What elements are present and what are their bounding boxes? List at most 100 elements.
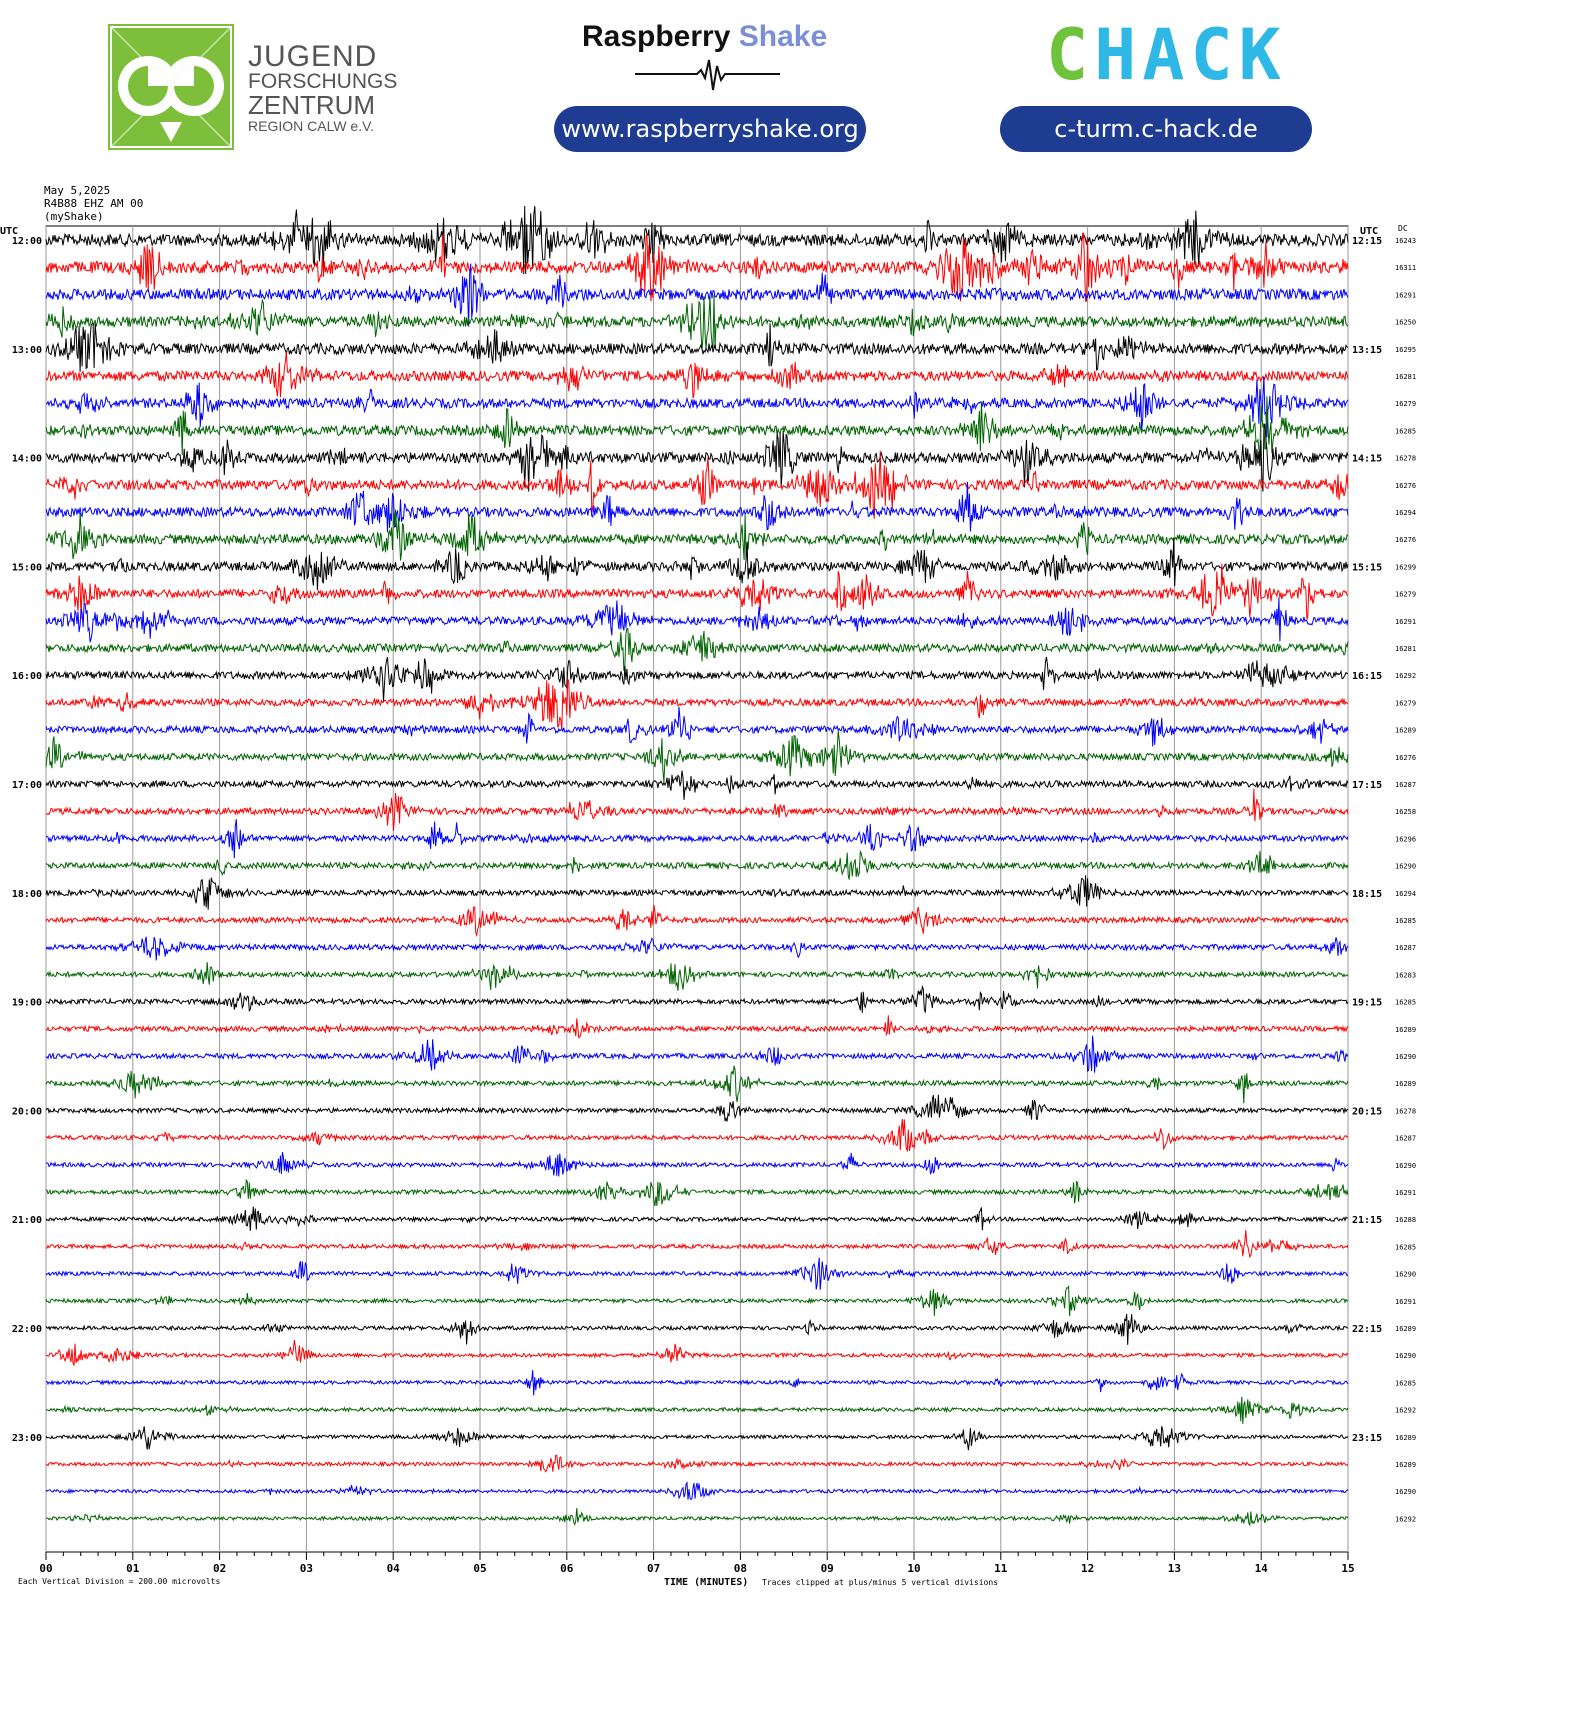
x-tick-label: 14: [1255, 1562, 1269, 1575]
chart-source: (myShake): [44, 210, 104, 223]
x-tick-label: 02: [213, 1562, 226, 1575]
dc-offset-label: 16291: [1395, 1298, 1416, 1306]
utc-right-label: UTC: [1360, 226, 1378, 237]
chack-hack: HACK: [1094, 14, 1287, 96]
hour-label-right: 17:15: [1352, 780, 1382, 791]
dc-offset-label: 16281: [1395, 645, 1416, 653]
trace-line: [45, 1285, 1349, 1317]
x-tick-label: 07: [647, 1562, 660, 1575]
trace-line: [45, 597, 1349, 643]
dc-offset-label: 16276: [1395, 536, 1416, 544]
trace-line: [45, 1369, 1349, 1396]
dc-offset-label: 16292: [1395, 1407, 1416, 1415]
dc-offset-label: 16291: [1395, 1189, 1416, 1197]
dc-offset-label: 16295: [1395, 346, 1416, 354]
hour-label-left: 17:00: [12, 780, 42, 791]
hour-label-right: 18:15: [1352, 889, 1382, 900]
trace-line: [45, 819, 1349, 859]
hour-label-right: 13:15: [1352, 345, 1382, 356]
hour-label-left: 19:00: [12, 998, 42, 1009]
x-tick-label: 09: [821, 1562, 834, 1575]
chack-url[interactable]: c-turm.c-hack.de: [1000, 106, 1312, 152]
dc-offset-label: 16290: [1395, 1271, 1416, 1279]
x-tick-label: 03: [300, 1562, 313, 1575]
chart-date: May 5,2025: [44, 184, 110, 197]
jfz-line1: JUGEND: [248, 40, 378, 73]
trace-line: [45, 1206, 1349, 1231]
dc-offset-label: 16289: [1395, 1080, 1416, 1088]
hour-label-right: 22:15: [1352, 1324, 1382, 1335]
dc-offset-label: 16299: [1395, 563, 1416, 571]
chack-logo: CHACK: [1046, 20, 1287, 90]
trace-line: [45, 1151, 1349, 1177]
jfz-line3: ZENTRUM: [248, 90, 376, 120]
trace-line: [45, 627, 1349, 671]
trace-line: [45, 875, 1349, 910]
trace-line: [45, 962, 1349, 991]
trace-line: [45, 294, 1349, 351]
dc-offset-label: 16291: [1395, 291, 1416, 299]
trace-line: [45, 770, 1349, 800]
trace-line: [45, 706, 1349, 747]
x-tick-label: 06: [560, 1562, 574, 1575]
trace-line: [45, 1454, 1349, 1473]
dc-offset-label: 16283: [1395, 971, 1416, 979]
hour-label-left: 14:00: [12, 454, 42, 465]
x-tick-label: 15: [1341, 1562, 1354, 1575]
dc-offset-label: 16258: [1395, 808, 1416, 816]
hour-label-left: 15:00: [12, 562, 42, 573]
dc-offset-label: 16290: [1395, 1352, 1416, 1360]
trace-line: [45, 481, 1349, 533]
dc-offset-label: 16279: [1395, 699, 1416, 707]
jfz-line2: FORSCHUNGS: [248, 70, 398, 93]
trace-line: [46, 1230, 1349, 1259]
hour-label-left: 23:00: [12, 1433, 42, 1444]
dc-offset-label: 16285: [1395, 427, 1416, 435]
trace-line: [45, 1426, 1349, 1451]
trace-line: [45, 423, 1349, 492]
trace-line: [45, 205, 1349, 275]
hour-label-left: 12:00: [12, 236, 42, 247]
x-tick-label: 12: [1081, 1562, 1094, 1575]
trace-line: [45, 263, 1349, 327]
trace-line: [45, 1118, 1349, 1153]
trace-line: [45, 1340, 1349, 1366]
rs-brand1: Raspberry: [582, 20, 731, 53]
hour-label-right: 15:15: [1352, 562, 1382, 573]
dc-offset-label: 16285: [1395, 999, 1416, 1007]
dc-offset-label: 16279: [1395, 400, 1416, 408]
hour-label-left: 13:00: [12, 345, 42, 356]
hour-label-right: 12:15: [1352, 236, 1382, 247]
dc-offset-label: 16243: [1395, 237, 1416, 245]
dc-offset-label: 16281: [1395, 373, 1416, 381]
hour-label-right: 19:15: [1352, 998, 1382, 1009]
x-tick-label: 11: [994, 1562, 1008, 1575]
chack-c: C: [1046, 14, 1095, 96]
dc-offset-label: 16292: [1395, 672, 1416, 680]
dc-offset-label: 16311: [1395, 264, 1416, 272]
dc-offset-label: 16289: [1395, 1461, 1416, 1469]
x-tick-label: 10: [907, 1562, 920, 1575]
trace-line: [45, 232, 1349, 302]
trace-line: [45, 351, 1349, 399]
trace-line: [45, 1094, 1349, 1122]
hour-label-left: 22:00: [12, 1324, 42, 1335]
raspberryshake-url[interactable]: www.raspberryshake.org: [554, 106, 866, 152]
dc-offset-label: 16289: [1395, 1026, 1416, 1034]
trace-line: [45, 788, 1349, 831]
dc-offset-label: 16278: [1395, 1107, 1416, 1115]
dc-offset-label: 16290: [1395, 1488, 1416, 1496]
chart-labels: 00 01 02 03 04 05 06 07 08 09 10 11 12 13 14 15 16243 12:…: [12, 236, 1416, 1575]
dc-offset-label: 16276: [1395, 754, 1416, 762]
hour-label-left: 16:00: [12, 671, 42, 682]
trace-line: [46, 1178, 1349, 1207]
dc-offset-label: 16287: [1395, 781, 1416, 789]
hour-label-right: 20:15: [1352, 1106, 1382, 1117]
x-tick-label: 00: [39, 1562, 52, 1575]
dc-offset-label: 16288: [1395, 1216, 1416, 1224]
dc-offset-label: 16290: [1395, 1162, 1416, 1170]
x-tick-label: 01: [126, 1562, 140, 1575]
hour-label-left: 18:00: [12, 889, 42, 900]
trace-line: [45, 656, 1349, 702]
